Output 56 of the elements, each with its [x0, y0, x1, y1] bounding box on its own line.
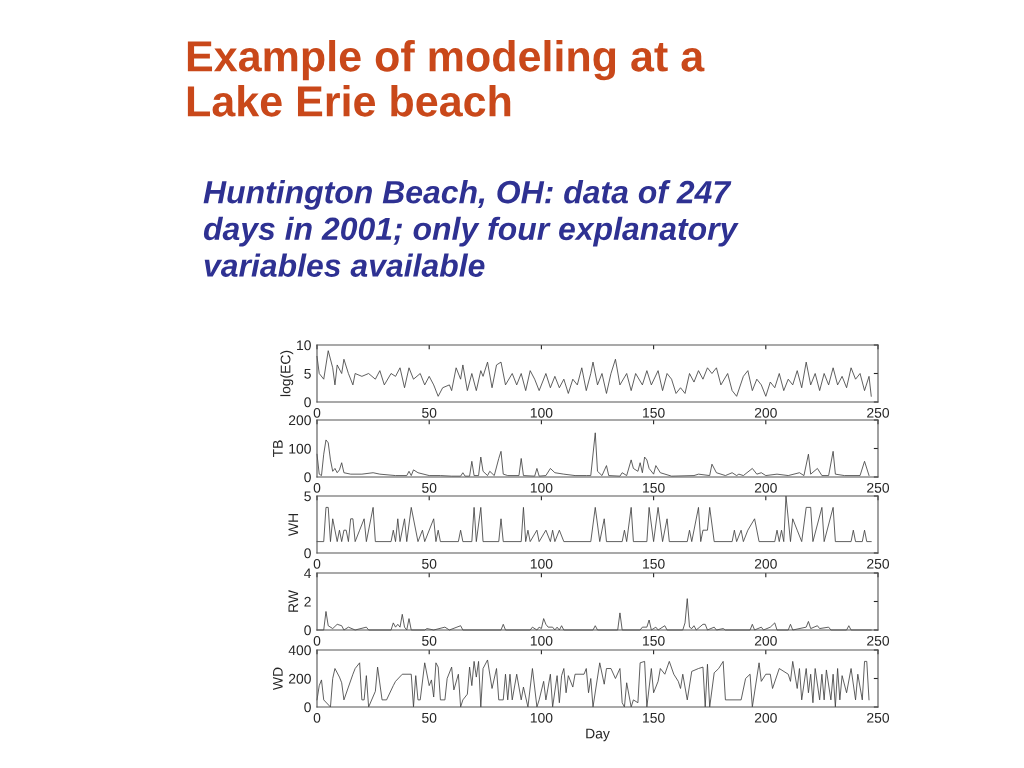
- y-tick-label: 10: [297, 340, 311, 351]
- x-tick-label: 50: [422, 712, 437, 723]
- y-axis-title: RW: [288, 590, 299, 612]
- y-tick-label: 5: [304, 368, 311, 379]
- y-axis-title: log(EC): [280, 350, 294, 397]
- x-tick-label: 150: [643, 482, 665, 493]
- x-tick-label: 100: [530, 482, 553, 493]
- x-tick-label: 200: [754, 558, 777, 569]
- y-tick-label: 0: [304, 397, 311, 408]
- x-tick-label: 150: [643, 635, 665, 646]
- y-tick-label: 0: [304, 702, 311, 713]
- x-tick-label: 150: [643, 558, 665, 569]
- y-axis-title: WD: [273, 667, 283, 691]
- y-tick-label: 4: [304, 568, 312, 579]
- y-tick-label: 400: [288, 645, 311, 656]
- x-tick-label: 250: [867, 482, 890, 493]
- x-tick-label: 200: [754, 712, 777, 723]
- x-tick-label: 0: [313, 558, 321, 569]
- line-series: [316, 350, 872, 397]
- x-tick-label: 100: [530, 558, 553, 569]
- x-axis-title: Day: [586, 728, 610, 742]
- x-tick-label: 200: [754, 482, 777, 493]
- x-tick-label: 0: [313, 482, 321, 493]
- y-tick-label: 0: [304, 548, 311, 559]
- x-tick-label: 250: [867, 635, 890, 646]
- y-tick-label: 0: [304, 472, 311, 483]
- x-tick-label: 250: [867, 558, 890, 569]
- x-tick-label: 200: [754, 407, 777, 418]
- x-tick-label: 50: [422, 558, 437, 569]
- line-series: [316, 432, 870, 477]
- y-tick-label: 100: [289, 443, 311, 454]
- y-tick-label: 200: [288, 673, 311, 684]
- x-tick-label: 0: [313, 407, 321, 418]
- x-tick-label: 0: [313, 712, 321, 723]
- y-axis-title: TB: [273, 440, 283, 458]
- y-tick-label: 200: [288, 415, 311, 426]
- x-tick-label: 50: [422, 635, 437, 646]
- x-tick-label: 100: [530, 407, 553, 418]
- chart-title: Example of modeling at a Lake Erie beach: [187, 40, 705, 117]
- x-tick-label: 150: [643, 407, 665, 418]
- chart-subtitle: Huntington Beach, OH: data of 247 days in 2001; only four explanatory variables available: [203, 180, 739, 277]
- x-tick-label: 50: [422, 407, 437, 418]
- line-series: [316, 659, 870, 708]
- y-tick-label: 0: [304, 625, 311, 636]
- y-axis-title: WH: [288, 514, 299, 537]
- y-tick-label: 5: [304, 491, 311, 502]
- x-tick-label: 150: [643, 712, 665, 723]
- x-tick-label: 50: [422, 482, 437, 493]
- line-series: [316, 495, 872, 543]
- y-tick-label: 2: [304, 596, 311, 607]
- x-tick-label: 100: [530, 635, 553, 646]
- x-tick-label: 100: [530, 712, 553, 723]
- x-tick-label: 250: [867, 407, 890, 418]
- x-tick-label: 250: [867, 712, 890, 723]
- x-tick-label: 0: [313, 635, 321, 646]
- x-tick-label: 200: [754, 635, 777, 646]
